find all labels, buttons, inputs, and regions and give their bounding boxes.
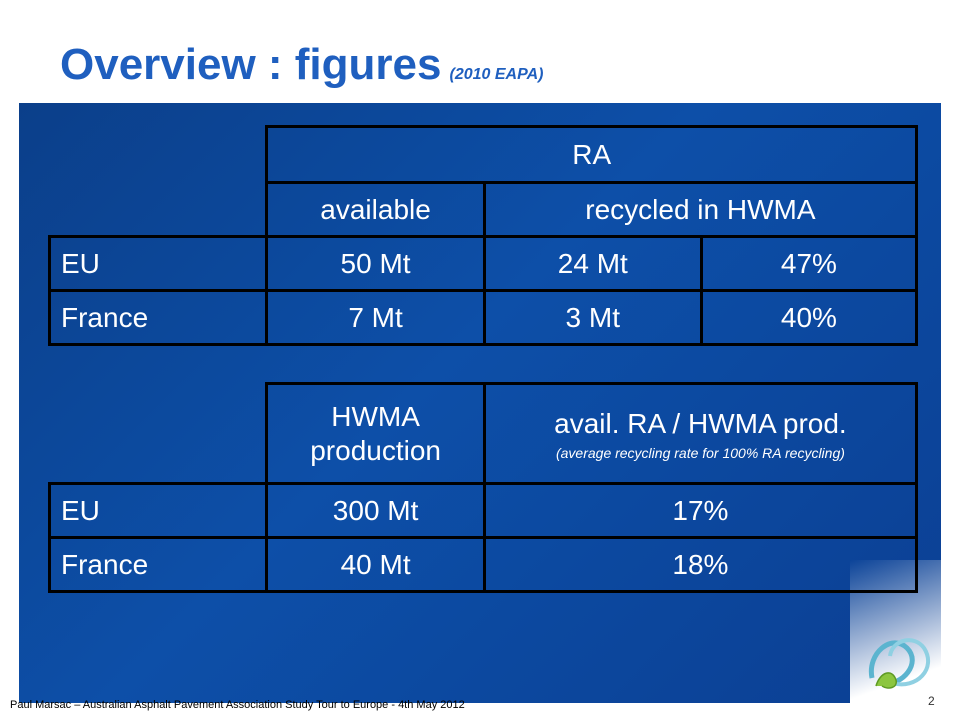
row-region: France xyxy=(47,289,269,346)
hwma-table: HWMA production avail. RA / HWMA prod. (… xyxy=(47,382,919,593)
row-region: EU xyxy=(47,482,269,539)
title-main: Overview : figures xyxy=(60,40,442,89)
row-ratio: 18% xyxy=(482,536,919,593)
row-production: 40 Mt xyxy=(265,536,486,593)
row-production: 300 Mt xyxy=(265,482,486,539)
hwma-production-label: HWMA production xyxy=(310,400,441,466)
hwma-ratio-note: (average recycling rate for 100% RA recy… xyxy=(555,444,845,461)
hwma-col-production: HWMA production xyxy=(265,382,486,485)
page-number: 2 xyxy=(928,694,935,708)
row-region: EU xyxy=(47,235,269,292)
hwma-table-empty-corner xyxy=(50,384,267,484)
footer-text: Paul Marsac – Australian Asphalt Pavemen… xyxy=(10,699,465,711)
table-row: France 7 Mt 3 Mt 40% xyxy=(47,289,919,346)
row-available: 50 Mt xyxy=(265,235,486,292)
slide-title: Overview : figures (2010 EAPA) xyxy=(60,40,543,100)
hwma-ratio-label: avail. RA / HWMA prod. xyxy=(554,407,847,439)
hwma-col-ratio: avail. RA / HWMA prod. (average recyclin… xyxy=(482,382,919,485)
row-ratio: 17% xyxy=(482,482,919,539)
ra-group-header: RA xyxy=(265,125,918,184)
ra-table: RA available recycled in HWMA EU 50 Mt 2… xyxy=(47,125,919,346)
row-recycled: 24 Mt xyxy=(482,235,703,292)
table-row: EU 50 Mt 24 Mt 47% xyxy=(47,235,919,292)
row-recycled: 3 Mt xyxy=(482,289,703,346)
ra-col-available: available xyxy=(265,181,486,238)
table-row: France 40 Mt 18% xyxy=(47,536,919,593)
row-available: 7 Mt xyxy=(265,289,486,346)
row-percent: 40% xyxy=(699,289,919,346)
ra-col-recycled: recycled in HWMA xyxy=(482,181,919,238)
ra-table-empty-corner-2 xyxy=(50,183,267,237)
title-source: (2010 EAPA) xyxy=(449,66,544,83)
row-percent: 47% xyxy=(699,235,919,292)
row-region: France xyxy=(47,536,269,593)
ribbon-logo-icon xyxy=(868,638,931,689)
table-row: EU 300 Mt 17% xyxy=(47,482,919,539)
ra-table-empty-corner xyxy=(50,127,267,183)
